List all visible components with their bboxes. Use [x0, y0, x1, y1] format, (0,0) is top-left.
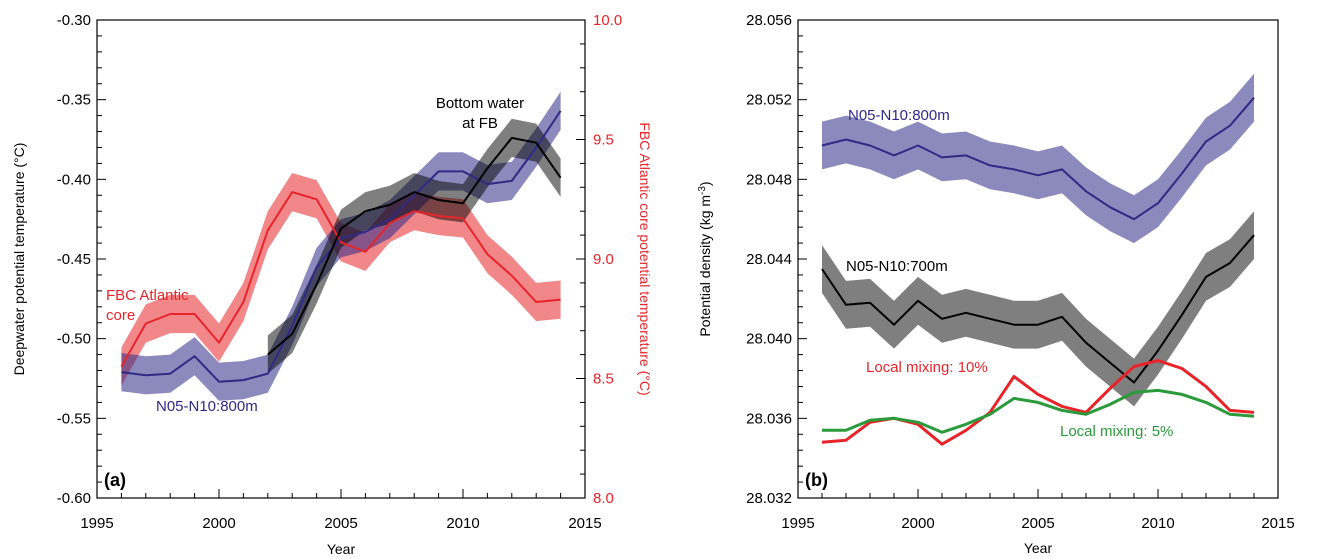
y-tick-label: -0.30	[57, 12, 91, 29]
y2-tick-label: 9.0	[593, 251, 614, 268]
annotation-bottom-water-line2: at FB	[462, 115, 498, 132]
y-tick-label: 28.036	[746, 410, 792, 427]
band-n05-n10-800m	[822, 73, 1254, 244]
y2-tick-label: 9.5	[593, 132, 614, 149]
band-bottom-water-at-fb	[267, 118, 561, 374]
x-tick-label: 1995	[781, 515, 814, 532]
y-tick-label: 28.052	[746, 92, 792, 109]
y-tick-label: -0.45	[57, 251, 91, 268]
panel-a-x-label: Year	[327, 541, 356, 557]
y-tick-label: 28.044	[746, 251, 792, 268]
y2-tick-label: 8.0	[593, 490, 614, 507]
panel-a-y2-ticks: 10.0 9.5 9.0 8.5 8.0	[576, 12, 622, 507]
y-tick-label: -0.55	[57, 410, 91, 427]
y-tick-label: 28.048	[746, 171, 792, 188]
x-tick-label: 2015	[1261, 515, 1294, 532]
x-tick-label: 2000	[202, 515, 235, 532]
y-tick-label: -0.35	[57, 92, 91, 109]
panel-b-y-label-main: Potential density (kg m	[697, 195, 713, 337]
annotation-n05-n10-800m-b: N05-N10:800m	[848, 107, 950, 124]
panel-a-bands	[121, 91, 561, 401]
panel-a-y-label: Deepwater potential temperature (°C)	[11, 143, 27, 376]
panel-b-bands	[822, 73, 1254, 407]
band-fbc-atlantic-core	[121, 173, 561, 386]
x-tick-label: 2015	[568, 515, 601, 532]
panel-b-label: (b)	[805, 470, 828, 490]
y-tick-label: -0.40	[57, 171, 91, 188]
annotation-n05-n10-800m-a: N05-N10:800m	[156, 398, 258, 415]
series-line-n05-n10-700m	[821, 234, 1255, 384]
panel-a-y2-label: FBC Atlantic core potential temperature …	[637, 122, 653, 395]
panel-b-y-label-sup: -3	[697, 186, 708, 195]
panel-b-x-ticks: 1995 2000 2005 2010 2015	[781, 489, 1295, 532]
annotation-local-mixing-10: Local mixing: 10%	[866, 359, 988, 376]
panel-a-lines	[120, 110, 562, 383]
y-tick-label: 28.056	[746, 12, 792, 29]
y-tick-label: 28.032	[746, 490, 792, 507]
panel-b: 1995 2000 2005 2010 2015 28.05628.05228.0482…	[697, 12, 1295, 556]
series-line-n05-n10-800m	[121, 110, 562, 383]
panel-b-x-label: Year	[1024, 540, 1053, 556]
annotation-fbc-atlantic-line2: core	[106, 307, 135, 324]
panel-a-y-ticks: -0.30 -0.35 -0.40 -0.45 -0.50 -0.55 -0.60	[57, 12, 106, 507]
annotation-fbc-atlantic-line1: FBC Atlantic	[106, 287, 189, 304]
x-tick-label: 2005	[1021, 515, 1054, 532]
y-tick-label: 28.040	[746, 331, 792, 348]
panel-a-label: (a)	[104, 470, 126, 490]
y-tick-label: -0.60	[57, 490, 91, 507]
y2-tick-label: 10.0	[593, 12, 622, 29]
x-tick-label: 1995	[80, 515, 113, 532]
series-line-n05-n10-800m	[821, 97, 1255, 221]
series-line-fbc-atlantic-core	[120, 191, 561, 367]
panel-b-lines	[821, 97, 1255, 446]
annotation-bottom-water-line1: Bottom water	[436, 95, 524, 112]
x-tick-label: 2010	[1141, 515, 1174, 532]
annotation-local-mixing-5: Local mixing: 5%	[1060, 423, 1173, 440]
panel-a: 1995 2000 2005 2010 2015 -0.30 -0.35 -0.40 -0.4…	[11, 12, 653, 557]
x-tick-label: 2000	[901, 515, 934, 532]
x-tick-label: 2010	[446, 515, 479, 532]
panel-b-y-label-end: )	[697, 181, 713, 186]
band-n05-n10-700m	[822, 211, 1254, 407]
series-line-local-mixing-5	[822, 388, 1255, 434]
panel-b-y-ticks: 28.056 28.052 28.048 28.044 28.040 28.036 28.0…	[746, 12, 807, 507]
panel-a-x-ticks: 1995 2000 2005 2010 2015	[80, 489, 602, 532]
y2-tick-label: 8.5	[593, 371, 614, 388]
x-tick-label: 2005	[324, 515, 357, 532]
y-tick-label: -0.50	[57, 331, 91, 348]
series-line-bottom-water-at-fb	[267, 136, 562, 356]
panel-b-y-label: Potential density (kg m-3)	[697, 181, 713, 336]
annotation-n05-n10-700m: N05-N10:700m	[846, 258, 948, 275]
